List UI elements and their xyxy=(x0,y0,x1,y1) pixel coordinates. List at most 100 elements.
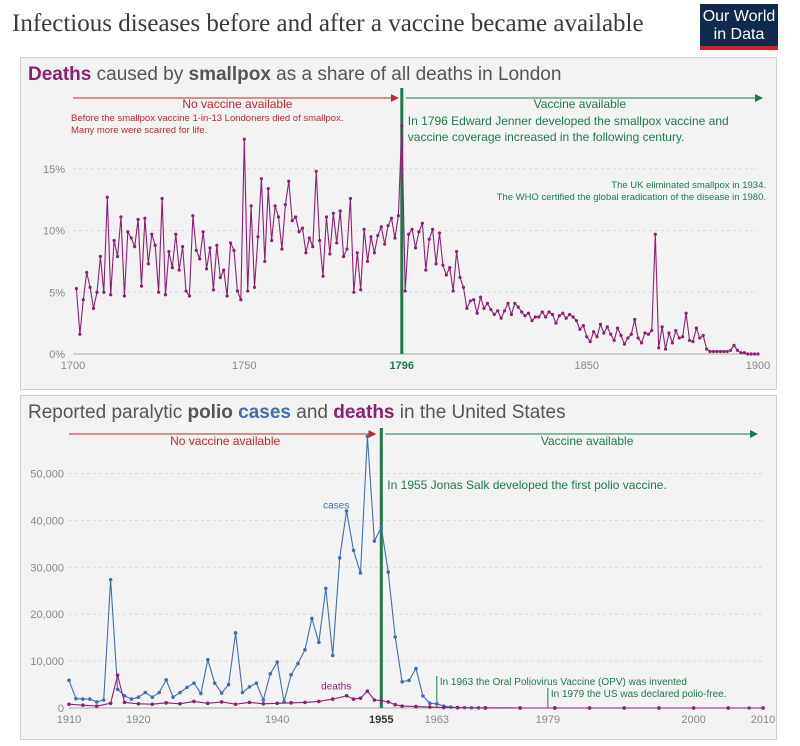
cases-data-point xyxy=(407,678,411,683)
smallpox-data-point xyxy=(215,243,219,247)
smallpox-data-point xyxy=(341,254,346,259)
note-before-vaccine: Before the smallpox vaccine 1-in-13 Lond… xyxy=(71,113,344,124)
smallpox-data-point xyxy=(701,333,705,338)
smallpox-data-point xyxy=(252,285,257,289)
smallpox-data-point xyxy=(400,124,404,128)
cases-data-point xyxy=(129,697,134,701)
smallpox-data-point xyxy=(455,249,459,254)
deaths-data-point xyxy=(400,704,404,708)
smallpox-data-point xyxy=(756,352,760,356)
cases-data-point xyxy=(164,678,168,682)
deaths-data-point xyxy=(206,701,210,706)
smallpox-data-point xyxy=(670,341,674,345)
note-eradication: The WHO certified the global eradication… xyxy=(497,192,766,203)
smallpox-data-point xyxy=(393,236,397,240)
smallpox-data-point xyxy=(711,349,716,354)
logo-line-2: in Data xyxy=(713,26,765,43)
y-tick-label: 30,000 xyxy=(30,562,64,574)
smallpox-data-point xyxy=(181,245,185,249)
smallpox-data-point xyxy=(81,298,85,302)
deaths-data-point xyxy=(115,673,120,677)
cases-data-point xyxy=(206,657,210,662)
y-tick-label: 20,000 xyxy=(30,609,64,621)
cases-data-point xyxy=(240,690,245,695)
owid-logo[interactable]: Our World in Data xyxy=(700,4,778,50)
cases-data-point xyxy=(212,681,217,685)
deaths-data-point xyxy=(164,701,168,705)
smallpox-data-point xyxy=(294,215,298,219)
smallpox-data-point xyxy=(314,169,318,173)
smallpox-data-point xyxy=(283,203,287,207)
smallpox-data-point xyxy=(472,298,476,302)
cases-data-point xyxy=(192,681,196,685)
polio-plot-area: 0 10,000 20,000 30,000 40,000 50,000 1910 1920 1… xyxy=(30,428,775,726)
smallpox-data-point xyxy=(280,247,284,251)
smallpox-data-point xyxy=(475,311,479,315)
cases-data-point xyxy=(372,539,377,543)
smallpox-data-point xyxy=(146,262,150,266)
smallpox-data-point xyxy=(742,351,746,355)
smallpox-data-point xyxy=(437,231,442,235)
smallpox-data-point xyxy=(633,317,637,322)
smallpox-data-point xyxy=(85,270,89,275)
title-segment: in the United States xyxy=(395,402,566,423)
cases-data-point xyxy=(226,682,231,687)
smallpox-data-point xyxy=(509,312,513,317)
x-tick-label: 1910 xyxy=(57,714,81,726)
smallpox-data-point xyxy=(581,324,585,328)
deaths-data-point xyxy=(518,706,522,710)
cases-data-point xyxy=(414,666,418,671)
smallpox-data-point xyxy=(752,352,757,356)
smallpox-data-point xyxy=(592,330,596,334)
smallpox-data-point xyxy=(657,346,661,350)
smallpox-data-point xyxy=(150,232,154,236)
smallpox-data-point xyxy=(444,273,448,277)
smallpox-data-point xyxy=(153,243,157,247)
smallpox-data-point xyxy=(95,290,99,294)
x-tick-label: 1750 xyxy=(232,360,256,372)
smallpox-data-point xyxy=(102,290,106,294)
title-segment: caused by xyxy=(91,64,188,85)
cases-data-point xyxy=(219,691,224,695)
smallpox-data-point xyxy=(698,336,702,340)
smallpox-data-point xyxy=(328,252,332,256)
smallpox-data-point xyxy=(133,245,137,249)
cases-data-point xyxy=(330,653,335,658)
deaths-data-point xyxy=(379,698,384,703)
smallpox-data-point xyxy=(609,332,613,336)
deaths-data-point xyxy=(317,699,321,704)
deaths-data-point xyxy=(691,706,696,710)
deaths-data-point xyxy=(726,706,731,710)
smallpox-data-point xyxy=(403,289,407,293)
smallpox-data-point xyxy=(407,232,411,236)
cases-data-point xyxy=(108,577,113,582)
cases-data-point xyxy=(254,681,259,685)
y-tick-label: 10,000 xyxy=(30,656,64,668)
cases-data-point xyxy=(115,687,120,692)
smallpox-chart-panel: Deaths caused by smallpox as a share of … xyxy=(20,57,777,390)
smallpox-data-point xyxy=(441,263,445,267)
smallpox-data-point xyxy=(749,352,753,356)
smallpox-data-point xyxy=(335,241,339,245)
smallpox-data-point xyxy=(718,349,722,354)
y-tick-label: 5% xyxy=(49,287,65,299)
title-cases-word: cases xyxy=(238,402,291,423)
smallpox-data-point xyxy=(639,341,644,345)
smallpox-data-point xyxy=(105,195,109,199)
smallpox-plot-area: 0% 5% 10% 15% 1700 1750 1796 1850 1900 No vaccine… xyxy=(43,88,770,372)
deaths-data-point xyxy=(393,702,397,707)
smallpox-data-point xyxy=(276,215,281,219)
smallpox-data-point xyxy=(722,349,726,354)
smallpox-data-point xyxy=(461,285,466,289)
smallpox-data-point xyxy=(338,209,342,213)
smallpox-data-point xyxy=(681,335,685,339)
smallpox-data-point xyxy=(598,322,603,326)
smallpox-data-point xyxy=(143,216,147,220)
polio-chart-panel: Reported paralytic polio cases and death… xyxy=(20,395,777,740)
smallpox-data-point xyxy=(345,247,349,251)
deaths-data-point xyxy=(358,696,363,700)
x-tick-label: 2010 xyxy=(751,714,775,726)
smallpox-data-point xyxy=(139,284,144,288)
x-tick-label: 2000 xyxy=(681,714,705,726)
cases-data-point xyxy=(296,661,300,666)
